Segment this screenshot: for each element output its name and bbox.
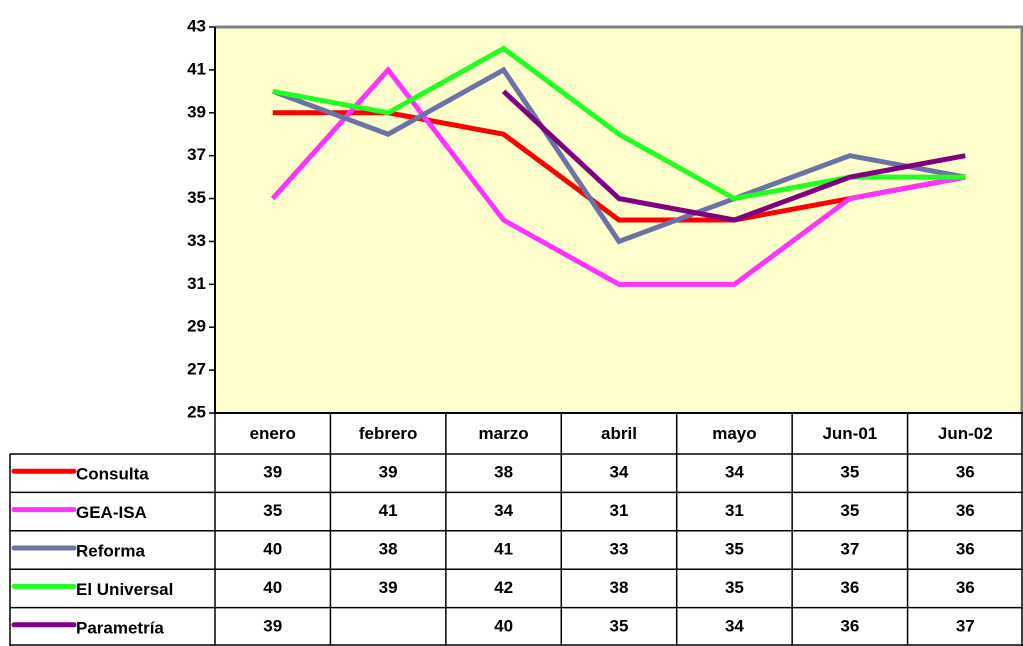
table-value: 40 <box>494 616 513 635</box>
table-value: 31 <box>610 501 629 520</box>
y-tick-label: 39 <box>187 102 206 121</box>
y-tick-label: 29 <box>187 317 206 336</box>
table-value: 40 <box>263 578 282 597</box>
table-value: 36 <box>840 578 859 597</box>
table-value: 35 <box>725 539 744 558</box>
series-line <box>270 65 966 287</box>
table-header: febrero <box>359 424 418 443</box>
table-header: abril <box>601 424 637 443</box>
table-value: 35 <box>263 501 282 520</box>
plot-border <box>215 25 1023 413</box>
table-value: 37 <box>840 539 859 558</box>
y-tick-label: 41 <box>187 59 206 78</box>
table-value: 35 <box>725 578 744 597</box>
legend-label: Consulta <box>76 465 149 484</box>
table-value: 36 <box>840 616 859 635</box>
table-value: 34 <box>610 463 629 482</box>
table-value: 42 <box>494 578 513 597</box>
table-value: 37 <box>956 616 975 635</box>
table-value: 41 <box>494 539 513 558</box>
table-value: 35 <box>840 463 859 482</box>
y-tick-label: 43 <box>187 16 206 35</box>
table-value: 35 <box>610 616 629 635</box>
table-value: 31 <box>725 501 744 520</box>
series-line <box>271 66 966 245</box>
table-value: 39 <box>263 463 282 482</box>
table-header: Jun-02 <box>938 424 993 443</box>
series-line <box>501 89 966 223</box>
table-value: 34 <box>725 463 744 482</box>
table-value: 33 <box>610 539 629 558</box>
legend-label: GEA-ISA <box>76 503 147 522</box>
y-tick-label: 27 <box>187 360 206 379</box>
table-value: 39 <box>263 616 282 635</box>
table-value: 38 <box>379 539 398 558</box>
y-tick-label: 35 <box>187 188 206 207</box>
table-header: enero <box>250 424 296 443</box>
table-value: 35 <box>840 501 859 520</box>
table-value: 34 <box>494 501 513 520</box>
table-value: 36 <box>956 578 975 597</box>
table-value: 38 <box>610 578 629 597</box>
y-tick-label: 37 <box>187 145 206 164</box>
y-tick-label: 33 <box>187 231 206 250</box>
table-value: 41 <box>379 501 398 520</box>
table-value: 36 <box>956 463 975 482</box>
table-header: mayo <box>712 424 756 443</box>
table-value: 39 <box>379 578 398 597</box>
legend-label: Reforma <box>76 541 146 560</box>
table-header: Jun-01 <box>822 424 877 443</box>
legend-label: Parametría <box>76 618 164 637</box>
table-value: 38 <box>494 463 513 482</box>
table-value: 39 <box>379 463 398 482</box>
legend-label: El Universal <box>76 580 173 599</box>
y-tick-label: 31 <box>187 274 206 293</box>
table-value: 36 <box>956 501 975 520</box>
table-value: 34 <box>725 616 744 635</box>
table-value: 40 <box>263 539 282 558</box>
table-header: marzo <box>479 424 529 443</box>
table-value: 36 <box>956 539 975 558</box>
y-tick-label: 25 <box>187 402 206 421</box>
